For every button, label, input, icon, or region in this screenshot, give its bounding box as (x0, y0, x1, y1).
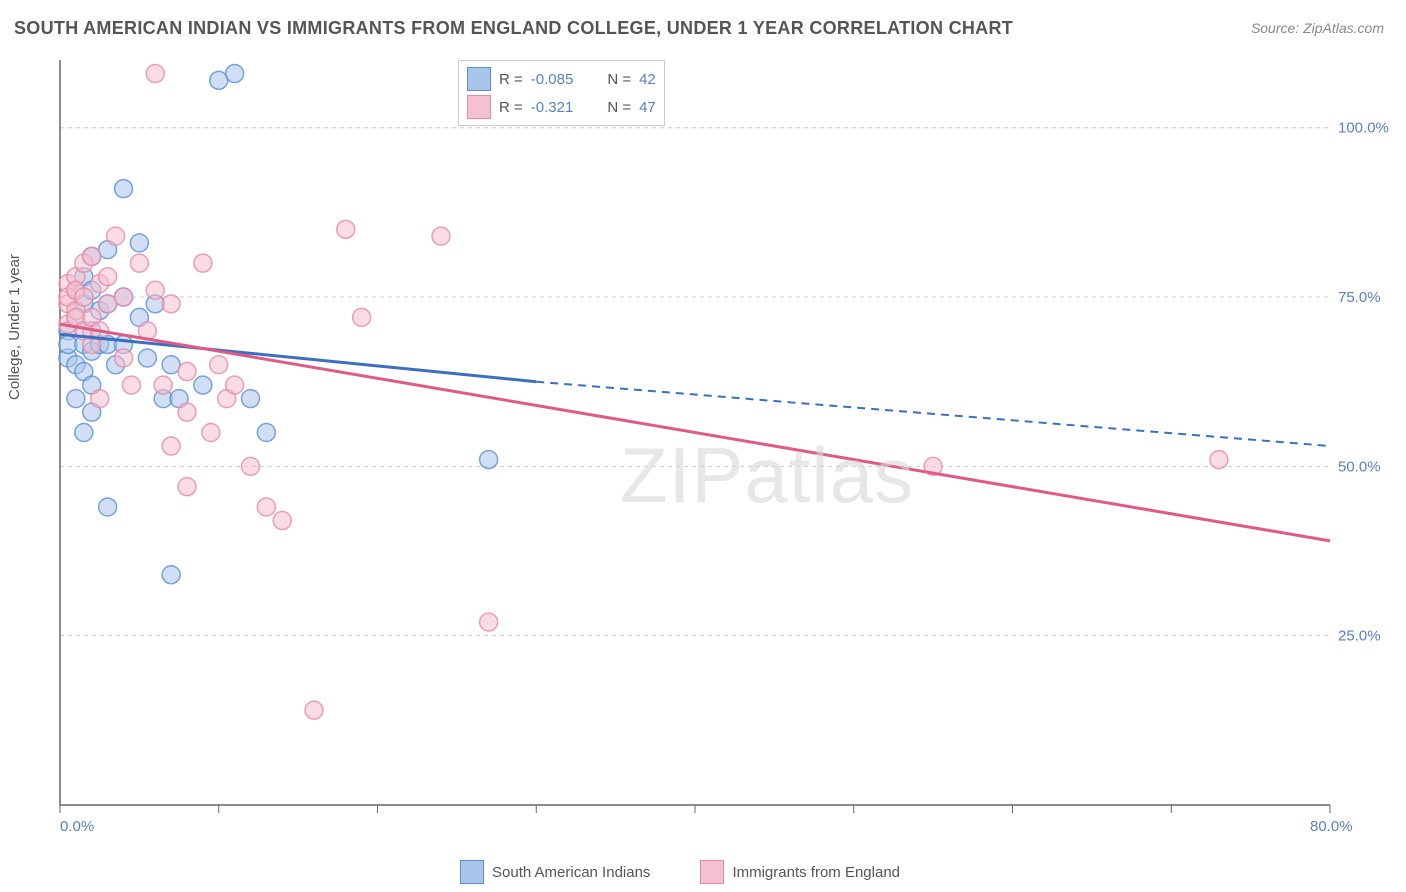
r-value-1: -0.085 (531, 71, 574, 88)
svg-text:50.0%: 50.0% (1338, 458, 1381, 475)
r-label-1: R = (499, 71, 523, 88)
legend-swatch-3 (460, 860, 484, 884)
legend-swatch-2 (467, 95, 491, 119)
legend-row-2: R = -0.321 N = 47 (467, 93, 656, 121)
legend-row-1: R = -0.085 N = 42 (467, 65, 656, 93)
chart-title: SOUTH AMERICAN INDIAN VS IMMIGRANTS FROM… (14, 18, 1013, 39)
n-value-2: 47 (639, 99, 656, 116)
source-attribution: Source: ZipAtlas.com (1251, 20, 1384, 36)
legend-swatch-1 (467, 67, 491, 91)
svg-text:100.0%: 100.0% (1338, 120, 1389, 137)
n-label-2: N = (607, 99, 631, 116)
svg-text:80.0%: 80.0% (1310, 818, 1353, 835)
y-axis-title: College, Under 1 year (6, 254, 23, 400)
series-legend: South American Indians Immigrants from E… (460, 860, 900, 884)
svg-text:75.0%: 75.0% (1338, 289, 1381, 306)
svg-text:25.0%: 25.0% (1338, 628, 1381, 645)
r-value-2: -0.321 (531, 99, 574, 116)
r-label-2: R = (499, 99, 523, 116)
legend-swatch-4 (700, 860, 724, 884)
correlation-legend: R = -0.085 N = 42 R = -0.321 N = 47 (458, 60, 665, 126)
n-label-1: N = (607, 71, 631, 88)
legend-label-2: Immigrants from England (732, 864, 900, 881)
legend-item-2: Immigrants from England (700, 860, 900, 884)
n-value-1: 42 (639, 71, 656, 88)
svg-text:0.0%: 0.0% (60, 818, 94, 835)
legend-item-1: South American Indians (460, 860, 650, 884)
correlation-chart: 25.0% 50.0% 75.0% 100.0% 0.0% 80.0% (50, 55, 1390, 835)
legend-label-1: South American Indians (492, 864, 650, 881)
